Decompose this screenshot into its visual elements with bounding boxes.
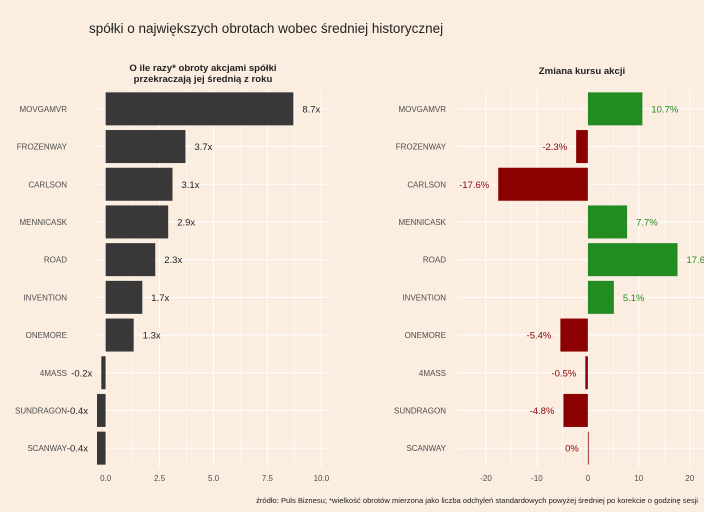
x-tick-label: 10	[634, 474, 643, 483]
value-label: 2.3x	[164, 255, 182, 266]
category-label: MENNICASK	[19, 218, 67, 227]
value-label: -0.4x	[67, 444, 88, 455]
bar-road	[105, 243, 156, 277]
value-label: 8.7x	[302, 104, 320, 115]
panel-title-1: O ile razy* obroty akcjami spółki	[129, 63, 276, 74]
value-label: -0.5%	[552, 368, 577, 379]
bar-mennicask	[587, 205, 628, 239]
x-tick-label: 0	[586, 474, 591, 483]
category-label: SUNDRAGON	[15, 406, 67, 415]
value-label: 1.3x	[143, 331, 161, 342]
category-label: MENNICASK	[398, 218, 446, 227]
panel-title-2: Zmiana kursu akcji	[539, 66, 625, 77]
bar-carlson	[105, 167, 173, 201]
category-label: ONEMORE	[405, 331, 446, 340]
category-label: ROAD	[423, 256, 446, 265]
bar-invention	[587, 280, 614, 314]
category-label: INVENTION	[23, 293, 67, 302]
bar-sundragon	[97, 393, 106, 427]
panel-title-1: przekraczają jej średnią z roku	[134, 74, 273, 85]
bar-carlson	[498, 167, 588, 201]
value-label: -5.4%	[527, 331, 552, 342]
category-label: MOVGAMVR	[19, 105, 67, 114]
bar-road	[587, 243, 678, 277]
source-footnote: źródło: Puls Biznesu; *wielkość obrotów …	[256, 496, 698, 505]
category-label: MOVGAMVR	[398, 105, 446, 114]
bar-scanway	[97, 431, 106, 465]
category-label: ONEMORE	[26, 331, 67, 340]
category-label: CARLSON	[28, 180, 67, 189]
value-label: 10.7%	[651, 104, 678, 115]
value-label: -0.4x	[67, 406, 88, 417]
value-label: 1.7x	[151, 293, 169, 304]
category-label: 4MASS	[419, 369, 446, 378]
category-label: FROZENWAY	[17, 143, 68, 152]
category-label: 4MASS	[40, 369, 67, 378]
value-label: -17.6%	[459, 180, 490, 191]
category-label: FROZENWAY	[396, 143, 447, 152]
x-tick-label: 5.0	[208, 474, 220, 483]
value-label: 7.7%	[636, 217, 658, 228]
value-label: -0.2x	[71, 368, 92, 379]
category-label: ROAD	[44, 256, 67, 265]
x-tick-label: 2.5	[154, 474, 166, 483]
bar-onemore	[105, 318, 134, 352]
value-label: 17.6%	[687, 255, 704, 266]
x-tick-label: -10	[531, 474, 543, 483]
value-label: 3.1x	[182, 180, 200, 191]
category-label: CARLSON	[407, 180, 446, 189]
page-title: spółki o największych obrotach wobec śre…	[89, 21, 444, 36]
value-label: 2.9x	[177, 217, 195, 228]
value-label: 5.1%	[623, 293, 645, 304]
category-label: SCANWAY	[27, 444, 67, 453]
bar-mennicask	[105, 205, 169, 239]
bar-frozenway	[105, 130, 186, 164]
bar-invention	[105, 280, 143, 314]
x-tick-label: -20	[480, 474, 492, 483]
value-label: 0%	[565, 444, 579, 455]
bar-sundragon	[563, 393, 588, 427]
bar-movgamvr	[587, 92, 643, 126]
x-tick-label: 20	[685, 474, 694, 483]
bar-4mass	[101, 356, 106, 390]
value-label: -2.3%	[542, 142, 567, 153]
category-label: SCANWAY	[406, 444, 446, 453]
bar-scanway	[587, 431, 589, 465]
bar-onemore	[560, 318, 588, 352]
value-label: 3.7x	[194, 142, 212, 153]
value-label: -4.8%	[530, 406, 555, 417]
bar-4mass	[585, 356, 588, 390]
x-tick-label: 7.5	[262, 474, 274, 483]
x-tick-label: 10.0	[314, 474, 330, 483]
bar-movgamvr	[105, 92, 294, 126]
x-tick-label: 0.0	[100, 474, 112, 483]
bar-frozenway	[576, 130, 588, 164]
category-label: SUNDRAGON	[394, 406, 446, 415]
category-label: INVENTION	[402, 293, 446, 302]
